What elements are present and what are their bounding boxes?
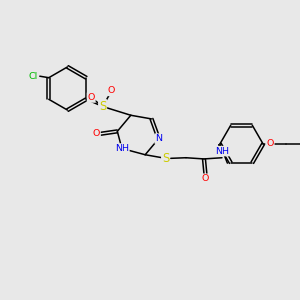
Text: O: O — [266, 140, 273, 148]
Text: O: O — [202, 174, 209, 183]
Text: S: S — [99, 100, 106, 113]
Text: Cl: Cl — [28, 72, 38, 81]
Text: O: O — [88, 93, 95, 102]
Text: O: O — [93, 129, 100, 138]
Text: N: N — [155, 134, 162, 143]
Text: NH: NH — [215, 147, 229, 156]
Text: S: S — [162, 152, 169, 165]
Text: NH: NH — [115, 144, 129, 153]
Text: O: O — [108, 86, 115, 95]
